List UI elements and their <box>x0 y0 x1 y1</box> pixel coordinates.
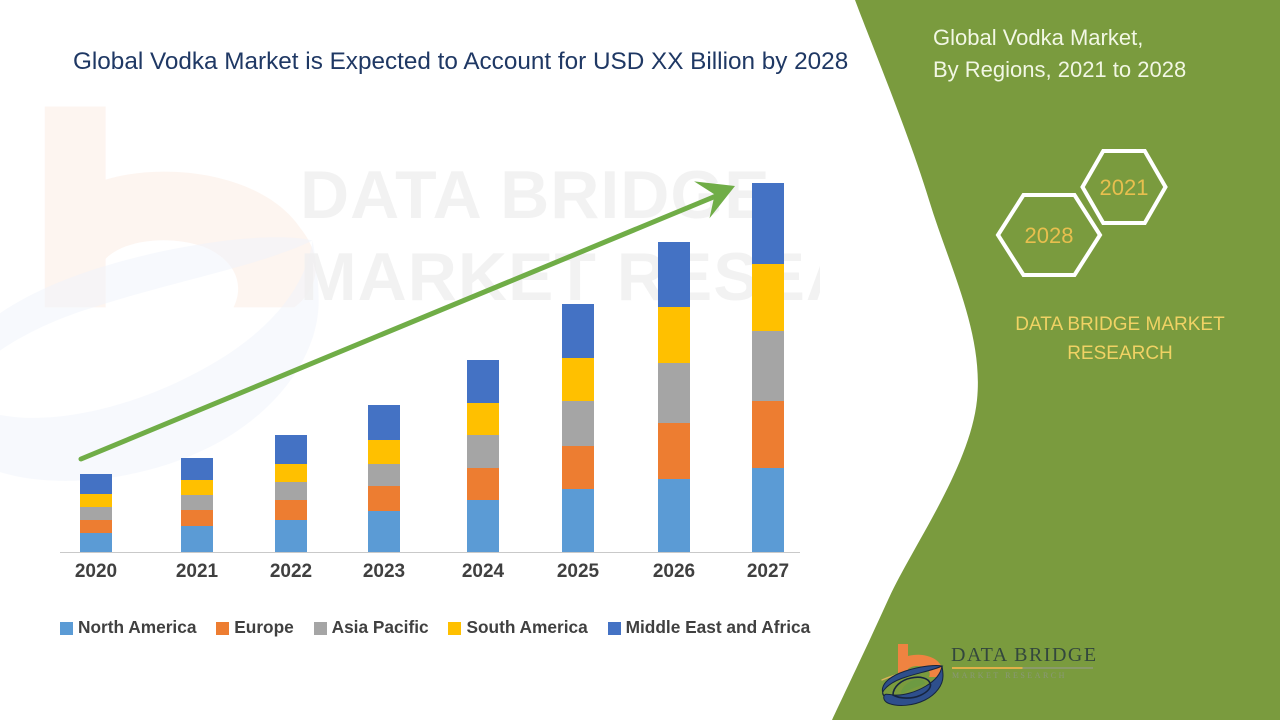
svg-text:2028: 2028 <box>1025 223 1074 248</box>
svg-text:2021: 2021 <box>1100 175 1149 200</box>
